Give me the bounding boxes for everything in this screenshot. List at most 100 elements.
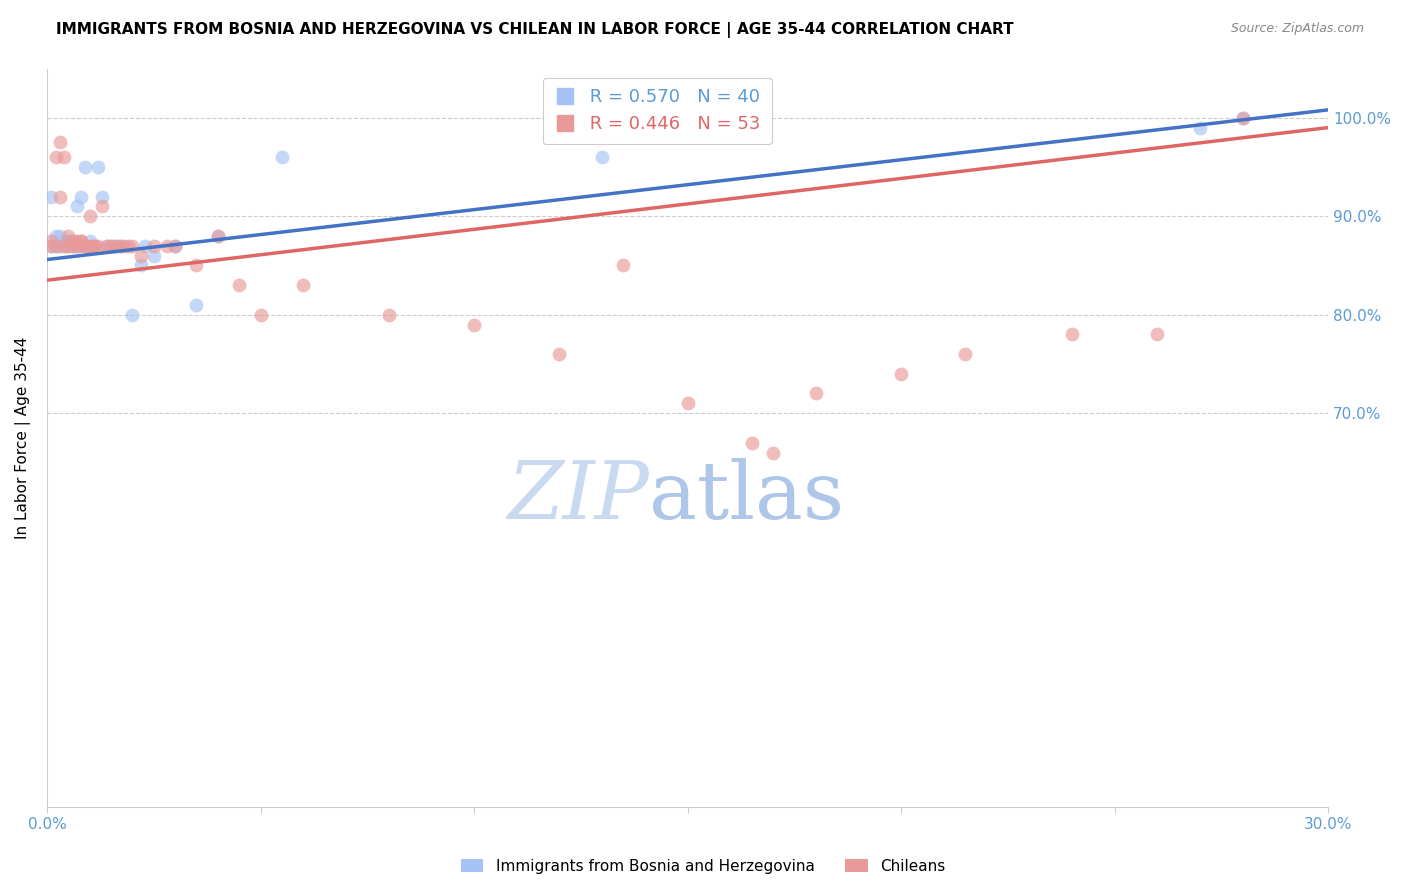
Point bbox=[79, 209, 101, 223]
Point bbox=[96, 239, 118, 253]
Point bbox=[186, 298, 208, 312]
Point bbox=[44, 228, 66, 243]
Point bbox=[1060, 327, 1083, 342]
Text: ZIP: ZIP bbox=[508, 458, 650, 535]
Point bbox=[142, 239, 165, 253]
Point bbox=[91, 199, 114, 213]
Point bbox=[66, 234, 89, 248]
Legend:  R = 0.570   N = 40,  R = 0.446   N = 53: R = 0.570 N = 40, R = 0.446 N = 53 bbox=[543, 78, 772, 145]
Point bbox=[249, 308, 271, 322]
Point bbox=[53, 239, 76, 253]
Point bbox=[79, 234, 101, 248]
Point bbox=[207, 228, 229, 243]
Point bbox=[75, 160, 97, 174]
Point bbox=[44, 239, 66, 253]
Point bbox=[548, 347, 571, 361]
Point bbox=[155, 239, 177, 253]
Point bbox=[58, 228, 80, 243]
Point bbox=[70, 189, 93, 203]
Point bbox=[75, 239, 97, 253]
Point bbox=[186, 259, 208, 273]
Point bbox=[62, 234, 84, 248]
Point bbox=[44, 239, 66, 253]
Point bbox=[1189, 120, 1212, 135]
Point bbox=[70, 239, 93, 253]
Point bbox=[53, 150, 76, 164]
Legend: Immigrants from Bosnia and Herzegovina, Chileans: Immigrants from Bosnia and Herzegovina, … bbox=[454, 853, 952, 880]
Point bbox=[83, 239, 105, 253]
Point bbox=[108, 239, 131, 253]
Point bbox=[1146, 327, 1168, 342]
Point bbox=[121, 308, 143, 322]
Point bbox=[228, 278, 250, 293]
Point bbox=[165, 239, 187, 253]
Point bbox=[953, 347, 976, 361]
Point bbox=[1232, 111, 1254, 125]
Point bbox=[62, 239, 84, 253]
Point bbox=[49, 228, 72, 243]
Point bbox=[75, 239, 97, 253]
Point bbox=[58, 239, 80, 253]
Point bbox=[741, 435, 763, 450]
Point bbox=[39, 234, 62, 248]
Point bbox=[612, 259, 634, 273]
Point bbox=[49, 136, 72, 150]
Point bbox=[108, 239, 131, 253]
Point bbox=[121, 239, 143, 253]
Point bbox=[70, 234, 93, 248]
Point bbox=[83, 239, 105, 253]
Point bbox=[762, 445, 785, 459]
Text: IMMIGRANTS FROM BOSNIA AND HERZEGOVINA VS CHILEAN IN LABOR FORCE | AGE 35-44 COR: IMMIGRANTS FROM BOSNIA AND HERZEGOVINA V… bbox=[56, 22, 1014, 38]
Point bbox=[591, 150, 613, 164]
Point bbox=[79, 239, 101, 253]
Point bbox=[142, 249, 165, 263]
Point bbox=[100, 239, 122, 253]
Y-axis label: In Labor Force | Age 35-44: In Labor Force | Age 35-44 bbox=[15, 336, 31, 539]
Point bbox=[39, 239, 62, 253]
Point bbox=[87, 239, 110, 253]
Point bbox=[100, 239, 122, 253]
Point bbox=[66, 239, 89, 253]
Point bbox=[62, 239, 84, 253]
Point bbox=[44, 150, 66, 164]
Point bbox=[890, 367, 912, 381]
Point bbox=[39, 189, 62, 203]
Text: Source: ZipAtlas.com: Source: ZipAtlas.com bbox=[1230, 22, 1364, 36]
Point bbox=[129, 249, 152, 263]
Point bbox=[207, 228, 229, 243]
Point bbox=[112, 239, 135, 253]
Text: atlas: atlas bbox=[650, 458, 844, 536]
Point bbox=[91, 189, 114, 203]
Point bbox=[66, 199, 89, 213]
Point bbox=[79, 239, 101, 253]
Point bbox=[53, 234, 76, 248]
Point bbox=[134, 239, 156, 253]
Point bbox=[804, 386, 827, 401]
Point bbox=[39, 239, 62, 253]
Point bbox=[165, 239, 187, 253]
Point bbox=[53, 239, 76, 253]
Point bbox=[66, 239, 89, 253]
Point bbox=[129, 259, 152, 273]
Point bbox=[104, 239, 127, 253]
Point bbox=[463, 318, 485, 332]
Point bbox=[1232, 111, 1254, 125]
Point bbox=[270, 150, 292, 164]
Point bbox=[104, 239, 127, 253]
Point bbox=[87, 160, 110, 174]
Point bbox=[117, 239, 139, 253]
Point bbox=[49, 239, 72, 253]
Point bbox=[58, 234, 80, 248]
Point bbox=[96, 239, 118, 253]
Point bbox=[83, 239, 105, 253]
Point bbox=[676, 396, 699, 410]
Point bbox=[58, 239, 80, 253]
Point bbox=[676, 120, 699, 135]
Point bbox=[377, 308, 399, 322]
Point bbox=[49, 189, 72, 203]
Point bbox=[70, 234, 93, 248]
Point bbox=[292, 278, 315, 293]
Point bbox=[62, 234, 84, 248]
Point bbox=[58, 234, 80, 248]
Point bbox=[75, 239, 97, 253]
